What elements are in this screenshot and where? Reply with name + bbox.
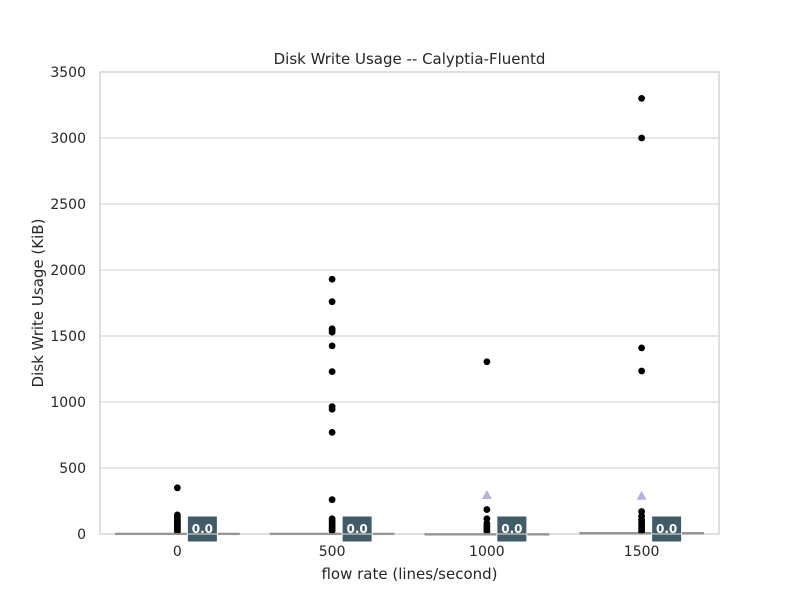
median-badge [186, 515, 218, 543]
outlier-point [328, 368, 336, 376]
ticks: 0 500 1000 1500 2000 2500 3000 3500 0 500 1000 1500 [50, 65, 659, 560]
median-badge-label: 0.0 [192, 522, 213, 536]
x-tick-label: 500 [319, 544, 346, 560]
median-badge-label: 0.0 [656, 522, 677, 536]
outlier-point [328, 275, 336, 283]
plot-frame [99, 71, 720, 535]
x-tick-label: 1000 [469, 544, 505, 560]
outlier-point [328, 527, 336, 535]
grid [100, 71, 719, 535]
outlier-point [638, 134, 646, 142]
outlier-point [638, 95, 646, 102]
median-badge [496, 515, 528, 543]
y-tick-label: 2000 [50, 263, 86, 279]
points [173, 95, 647, 535]
outlier-point [173, 527, 181, 535]
mean-marker [481, 490, 492, 500]
y-tick-label: 3500 [50, 65, 86, 81]
outlier-point [638, 527, 646, 535]
outlier-point [328, 298, 336, 306]
y-axis-title: Disk Write Usage (KiB) [29, 219, 47, 388]
y-tick-label: 500 [59, 461, 86, 477]
outlier-point [328, 428, 336, 436]
median-badges: 0.0 0.0 0.0 0.0 [186, 515, 683, 543]
x-tick-label: 1500 [624, 544, 660, 560]
median-badge [651, 515, 683, 543]
y-tick-label: 0 [77, 527, 86, 543]
y-tick-label: 1500 [50, 329, 86, 345]
outlier-point [483, 527, 491, 535]
x-axis-title: flow rate (lines/second) [321, 565, 497, 583]
median-badge-label: 0.0 [501, 522, 522, 536]
outlier-point [638, 367, 646, 375]
y-tick-label: 3000 [50, 131, 86, 147]
x-tick-label: 0 [173, 544, 182, 560]
outlier-point [328, 328, 336, 336]
y-tick-label: 2500 [50, 197, 86, 213]
outlier-point [483, 506, 491, 513]
mean-marker [636, 490, 647, 500]
outlier-point [638, 344, 646, 352]
median-badge-label: 0.0 [346, 522, 367, 536]
y-tick-label: 1000 [50, 395, 86, 411]
outlier-point [328, 496, 336, 504]
outlier-point [328, 342, 336, 350]
median-badge [341, 515, 373, 543]
outlier-point [173, 484, 181, 492]
outlier-point [328, 405, 336, 413]
chart-title: Disk Write Usage -- Calyptia-Fluentd [274, 50, 546, 68]
outlier-point [483, 358, 491, 366]
